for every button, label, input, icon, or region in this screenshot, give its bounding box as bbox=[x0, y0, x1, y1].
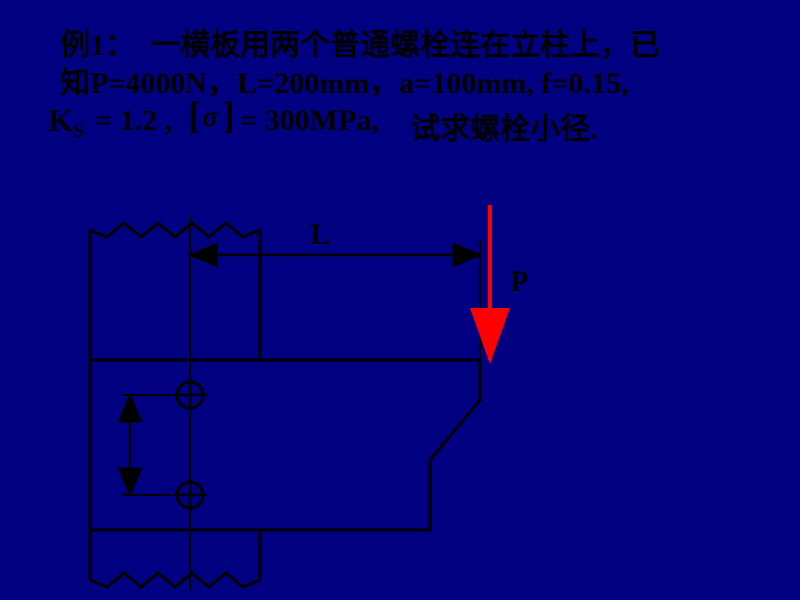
diagram-svg bbox=[0, 0, 800, 600]
